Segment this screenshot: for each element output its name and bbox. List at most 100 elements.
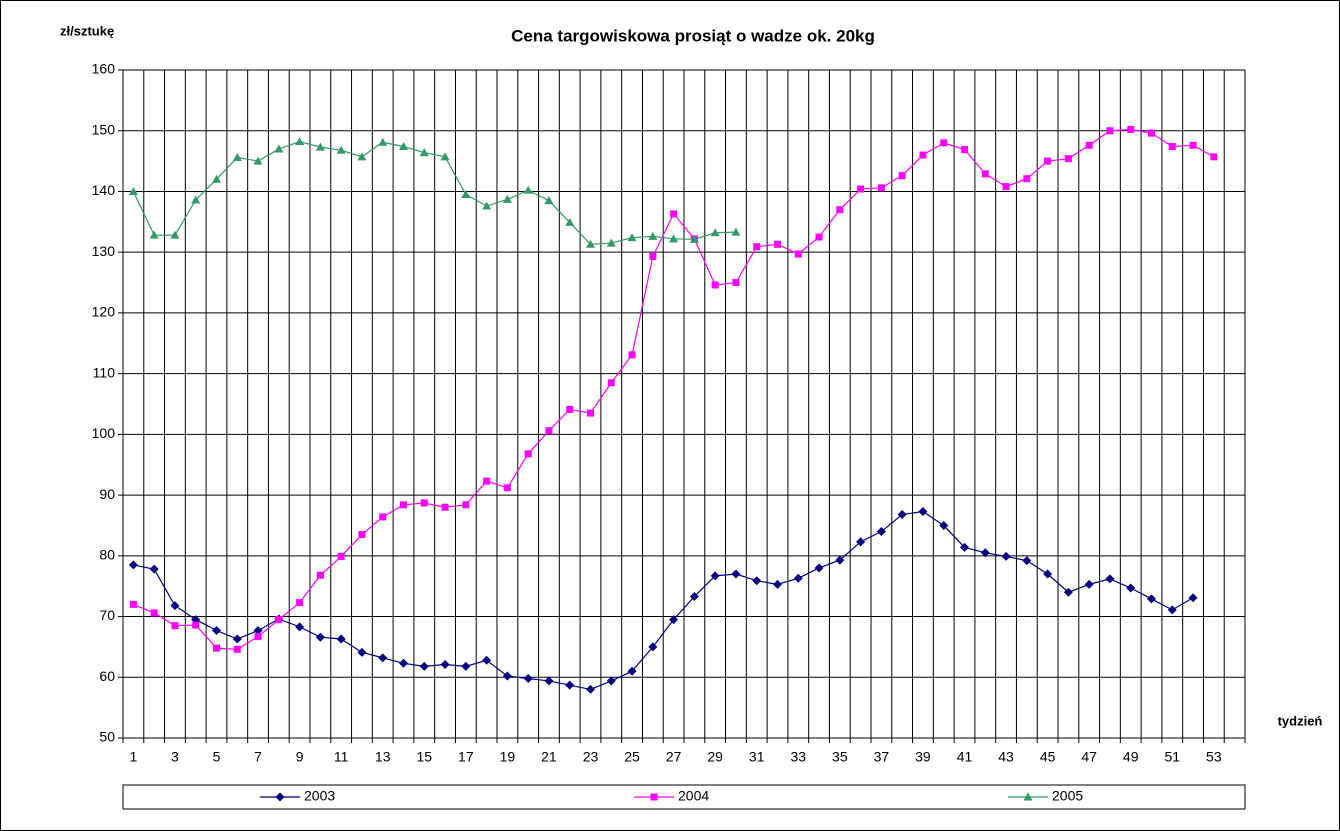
data-point <box>732 279 740 287</box>
data-point <box>274 144 284 153</box>
data-point <box>1167 605 1177 615</box>
data-point <box>523 185 533 194</box>
data-point <box>482 201 492 210</box>
data-point <box>919 151 927 159</box>
data-point <box>940 139 948 147</box>
data-point <box>1127 126 1135 134</box>
legend-label: 2004 <box>678 788 709 804</box>
data-point <box>502 671 512 681</box>
data-point <box>441 503 449 511</box>
data-point <box>1188 593 1198 603</box>
data-point <box>128 186 138 195</box>
data-point <box>752 576 762 586</box>
data-point <box>565 680 575 690</box>
x-tick-label: 45 <box>1040 749 1056 765</box>
data-point <box>981 170 989 178</box>
data-point <box>1084 579 1094 589</box>
x-tick-label: 39 <box>915 749 931 765</box>
data-point <box>1210 153 1218 161</box>
data-point <box>149 564 159 574</box>
data-point <box>544 196 554 205</box>
x-tick-label: 53 <box>1206 749 1222 765</box>
data-point <box>212 626 221 636</box>
x-tick-label: 23 <box>583 749 599 765</box>
data-point <box>939 520 949 530</box>
x-axis-label: tydzień <box>1278 713 1323 728</box>
series-line <box>133 510 1194 691</box>
y-tick-label: 160 <box>92 61 116 77</box>
data-point <box>669 615 679 625</box>
data-point <box>191 195 201 204</box>
x-tick-label: 13 <box>375 749 391 765</box>
data-point <box>544 676 554 686</box>
data-point <box>731 569 741 579</box>
data-point <box>670 210 678 218</box>
data-point <box>419 148 429 157</box>
y-tick-label: 100 <box>92 425 116 441</box>
data-point <box>898 172 906 180</box>
data-point <box>961 146 968 154</box>
data-point <box>129 600 137 608</box>
data-point <box>253 156 263 165</box>
data-point <box>399 142 408 151</box>
data-point <box>483 477 491 485</box>
y-tick-label: 110 <box>93 364 116 380</box>
x-tick-label: 31 <box>749 749 765 765</box>
y-tick-label: 70 <box>99 607 115 623</box>
data-point <box>1002 183 1010 191</box>
data-point <box>378 653 388 663</box>
data-point <box>877 184 885 192</box>
x-tick-label: 5 <box>213 749 221 765</box>
data-point <box>1043 569 1053 579</box>
data-point <box>606 238 616 247</box>
x-tick-label: 49 <box>1123 749 1139 765</box>
data-point <box>358 531 366 539</box>
data-point <box>192 621 200 629</box>
data-point <box>545 427 553 435</box>
data-point <box>710 571 720 581</box>
data-point <box>296 599 304 607</box>
data-point <box>669 234 679 243</box>
data-point <box>295 622 305 632</box>
data-point <box>1105 574 1115 584</box>
data-point <box>606 676 616 686</box>
data-point <box>316 571 324 579</box>
data-point <box>440 152 450 161</box>
data-point <box>461 661 471 671</box>
x-tick-label: 21 <box>541 749 557 765</box>
data-point <box>400 501 407 509</box>
data-point <box>482 655 492 665</box>
data-point <box>587 409 594 417</box>
data-point <box>253 626 263 636</box>
data-point <box>128 560 138 570</box>
legend-label: 2003 <box>304 788 335 804</box>
x-tick-label: 35 <box>832 749 848 765</box>
x-tick-label: 1 <box>129 749 137 765</box>
data-point <box>254 633 262 641</box>
data-point <box>897 510 907 520</box>
legend-marker <box>650 793 658 801</box>
data-point <box>170 230 180 239</box>
data-point <box>607 379 615 387</box>
data-point <box>1126 583 1136 593</box>
data-point <box>524 450 532 458</box>
data-point <box>1168 143 1176 151</box>
x-tick-label: 19 <box>500 749 516 765</box>
data-point <box>960 542 969 552</box>
data-point <box>628 351 636 359</box>
x-tick-label: 47 <box>1081 749 1097 765</box>
data-point <box>461 189 471 198</box>
data-point <box>1085 141 1093 149</box>
legend-marker <box>275 792 285 802</box>
data-point <box>440 660 450 670</box>
x-tick-label: 17 <box>458 749 474 765</box>
data-point <box>836 206 844 214</box>
legend-box <box>122 784 1246 810</box>
data-point <box>1044 157 1052 165</box>
x-tick-label: 3 <box>171 749 179 765</box>
data-point <box>357 152 367 161</box>
series-line <box>132 141 736 245</box>
data-point <box>399 658 408 668</box>
data-point <box>275 616 283 624</box>
